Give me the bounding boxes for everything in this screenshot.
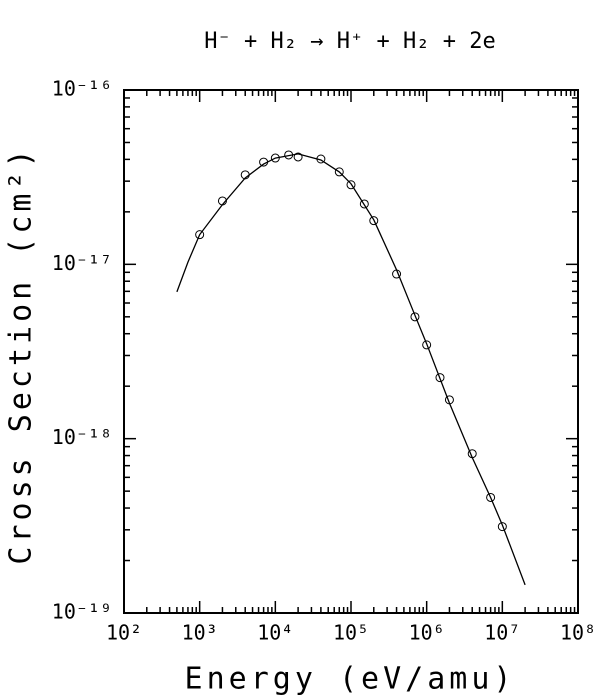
data-point: [410, 312, 420, 322]
y-tick-label: 10⁻¹⁹: [52, 600, 112, 624]
y-tick-label: 10⁻¹⁷: [52, 251, 112, 275]
x-axis-label: Energy (eV/amu): [185, 662, 516, 696]
y-tick-label: 10⁻¹⁸: [52, 425, 112, 449]
data-point: [435, 373, 445, 383]
chart-title: H⁻ + H₂ → H⁺ + H₂ + 2e: [204, 29, 495, 54]
y-axis-label: Cross Section (cm²): [4, 145, 39, 564]
x-tick-label: 10⁴: [257, 621, 293, 645]
data-point: [422, 340, 432, 350]
x-tick-label: 10²: [106, 621, 142, 645]
data-point: [293, 152, 303, 162]
data-point: [359, 199, 369, 209]
y-tick-label: 10⁻¹⁶: [52, 77, 112, 101]
data-point: [486, 492, 496, 502]
data-point: [195, 230, 205, 240]
data-point: [270, 153, 280, 163]
fit-line: [176, 153, 526, 586]
plot-frame: [123, 89, 579, 614]
x-tick-label: 10⁵: [333, 621, 369, 645]
x-tick-label: 10⁸: [560, 621, 596, 645]
x-tick-label: 10³: [182, 621, 218, 645]
data-point: [369, 216, 379, 226]
x-tick-label: 10⁷: [484, 621, 520, 645]
data-point: [346, 180, 356, 190]
data-point: [497, 522, 507, 532]
x-tick-label: 10⁶: [409, 621, 445, 645]
data-point: [334, 167, 344, 177]
